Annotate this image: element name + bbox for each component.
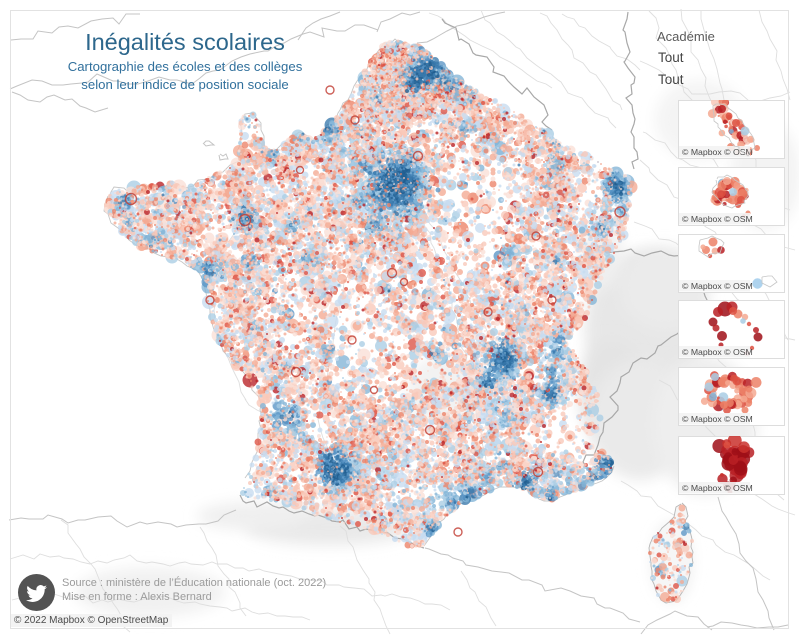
- svg-text:© Mapbox © OSM: © Mapbox © OSM: [682, 483, 753, 493]
- svg-text:© Mapbox © OSM: © Mapbox © OSM: [682, 414, 753, 424]
- svg-text:© Mapbox © OSM: © Mapbox © OSM: [682, 281, 753, 291]
- svg-text:© Mapbox © OSM: © Mapbox © OSM: [682, 147, 753, 157]
- svg-text:© Mapbox © OSM: © Mapbox © OSM: [682, 214, 753, 224]
- svg-text:© Mapbox © OSM: © Mapbox © OSM: [682, 347, 753, 357]
